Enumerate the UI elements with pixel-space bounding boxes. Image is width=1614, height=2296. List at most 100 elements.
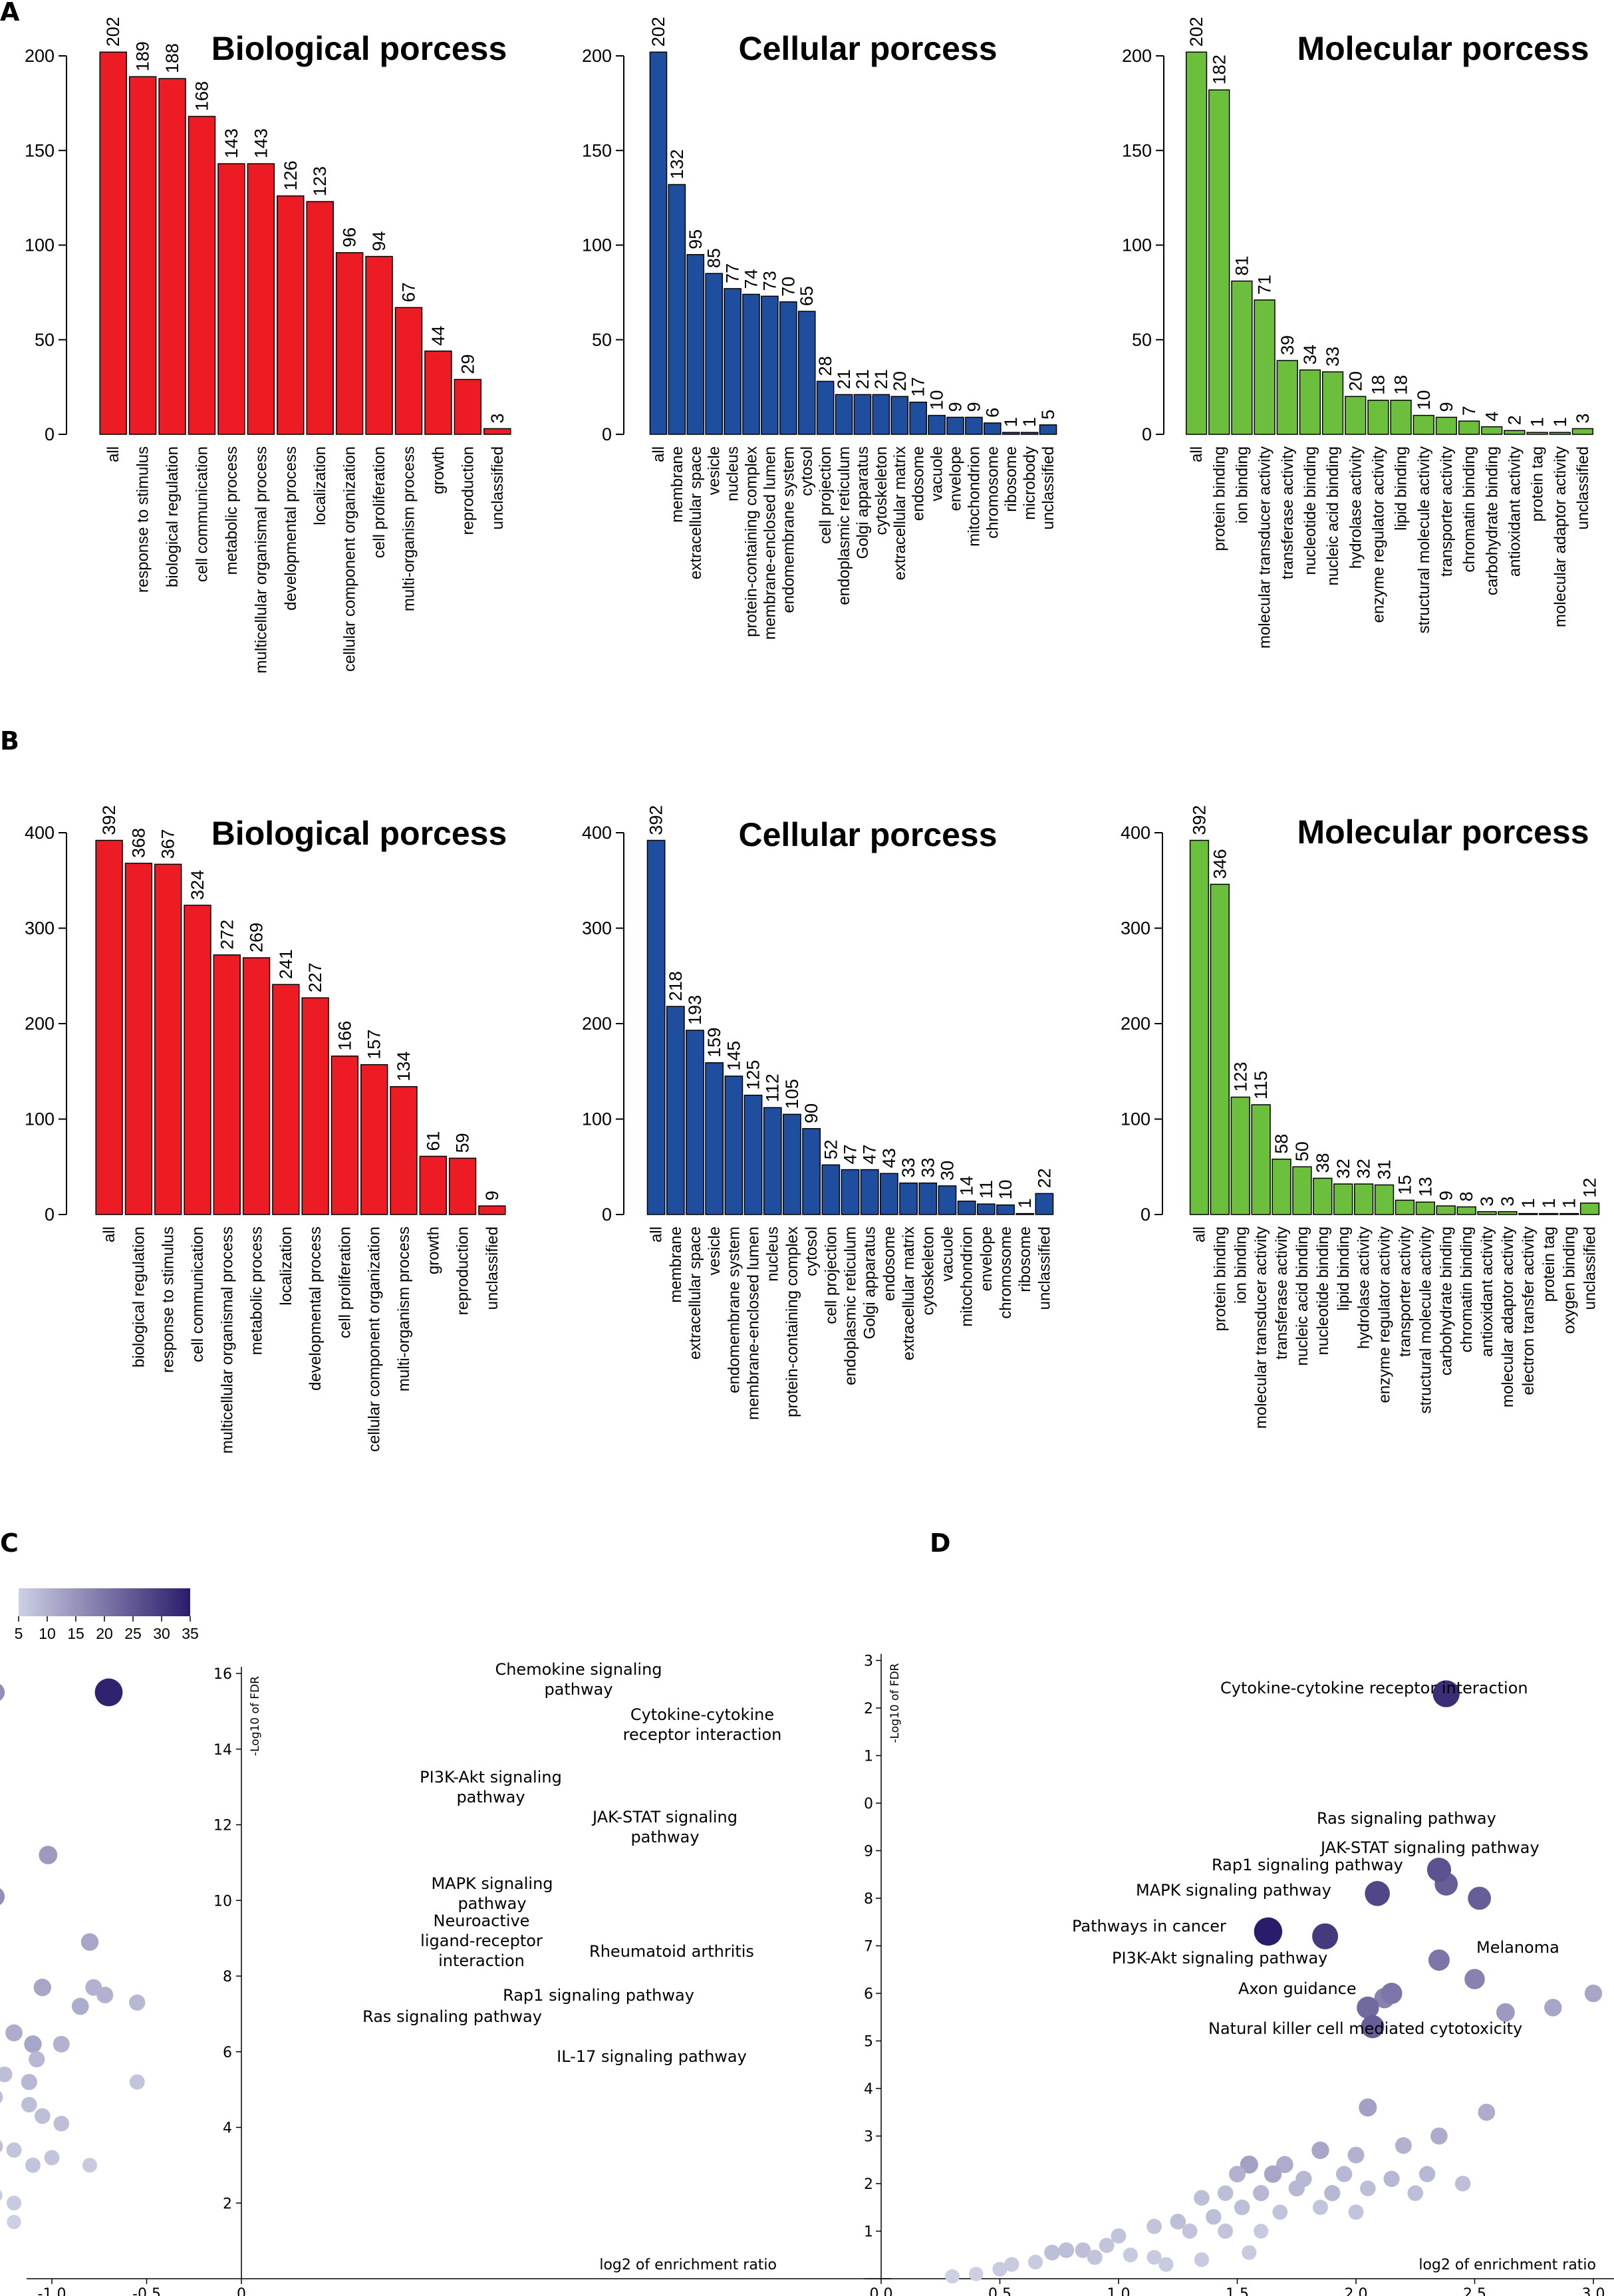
x-axis-title: log2 of enrichment ratio: [599, 2257, 777, 2273]
bar-chart-a-biological: 0 50 100 150 200 Biological porcess 202 all 189 r…: [25, 17, 511, 673]
bubble-jak-stat-signaling-pathway: [39, 1846, 58, 1864]
data-label: 52: [821, 1139, 841, 1159]
bar-unclassified: [1571, 428, 1594, 435]
bar-protein-tag: [1539, 1213, 1559, 1215]
bar-endosome: [879, 1173, 898, 1215]
data-label: 13: [1415, 1177, 1435, 1197]
category-label-all: all: [104, 446, 122, 462]
data-label: 71: [1255, 275, 1275, 295]
category-label-protein-binding: protein binding: [1210, 446, 1228, 551]
data-label: 20: [890, 371, 910, 391]
category-label-extracellular-space: extracellular space: [686, 1226, 704, 1360]
bubble: [7, 2214, 21, 2229]
y-tick-label: 0: [1141, 1205, 1150, 1224]
category-label-golgi-apparatus: Golgi apparatus: [854, 446, 872, 559]
bar-nucleotide-binding: [1299, 369, 1321, 435]
data-label: 123: [1230, 1062, 1250, 1091]
bubble-pi3k-akt-signaling-pathway: [1312, 1923, 1339, 1949]
category-label-endomembrane-system: endomembrane system: [779, 446, 797, 613]
x-tick-label: 0.5: [988, 2286, 1011, 2296]
bubble: [1170, 2214, 1186, 2229]
bubble-label-rap1-signaling-pathway: Rap1 signaling pathway: [1212, 1856, 1403, 1874]
bubble-rap1-signaling-pathway: [1426, 1858, 1452, 1882]
category-label-all: all: [650, 446, 668, 462]
category-label-developmental-process: developmental process: [282, 446, 300, 611]
bubble: [1383, 2170, 1400, 2187]
data-label: 324: [188, 870, 207, 900]
bar-carbohydrate-binding: [1481, 426, 1503, 435]
bubble-label-chemokine-signaling-pathway: pathway: [544, 1680, 612, 1699]
bar-cytoskeleton: [872, 394, 890, 435]
bar-carbohydrate-binding: [1436, 1205, 1456, 1215]
data-label: 202: [648, 17, 668, 47]
category-label-localization: localization: [311, 446, 329, 525]
data-label: 50: [1292, 1141, 1312, 1161]
bar-chart-b-cellular: 0 100 200 300 400 Cellular porcess 392 all 218 me…: [582, 805, 1054, 1419]
bar-hydrolase-activity: [1345, 396, 1367, 435]
y-tick-label: 200: [25, 1014, 55, 1034]
bar-enzyme-regulator-activity: [1367, 400, 1389, 435]
bar-localization: [272, 984, 300, 1215]
category-label-vesicle: vesicle: [706, 1226, 724, 1275]
bubble: [0, 1888, 5, 1906]
y-tick-label: 100: [1121, 1109, 1150, 1129]
data-label: 392: [1189, 805, 1209, 835]
category-label-protein-containing-complex: protein-containing complex: [743, 446, 761, 637]
bubble: [1360, 2180, 1376, 2196]
bar-golgi-apparatus: [853, 394, 872, 435]
bar-electron-transfer-activity: [1518, 1213, 1538, 1215]
bubble: [1206, 2209, 1222, 2225]
bubble: [0, 2067, 13, 2082]
bar-chromatin-binding: [1458, 420, 1480, 435]
data-label: 5: [1038, 410, 1058, 420]
chart-title: Biological porcess: [211, 30, 507, 67]
category-label-antioxidant-activity: antioxidant activity: [1506, 446, 1524, 577]
category-label-enzyme-regulator-activity: enzyme regulator activity: [1376, 1226, 1394, 1403]
data-label: 95: [686, 229, 706, 249]
bar-protein-containing-complex: [742, 293, 760, 435]
y-tick-label: 8: [865, 1891, 873, 1908]
bubble-label-cytokine-cytokine-receptor-interaction: Cytokine-cytokine: [630, 1705, 774, 1724]
category-label-extracellular-matrix: extracellular matrix: [900, 1226, 918, 1360]
data-label: 9: [1436, 402, 1456, 412]
bar-nucleic-acid-binding: [1292, 1166, 1312, 1215]
y-tick-label: 100: [1122, 235, 1152, 255]
data-label: 145: [724, 1041, 743, 1071]
bubble-label-mapk-signaling-pathway: pathway: [458, 1894, 526, 1913]
bubble: [1240, 2155, 1258, 2174]
colorbar-tick-label: 10: [39, 1625, 56, 1642]
bubble: [1544, 1999, 1562, 2017]
bar-metabolic-process: [242, 957, 271, 1215]
bubble: [1146, 2218, 1162, 2234]
category-label-cell-proliferation: cell proliferation: [336, 1226, 354, 1338]
bar-localization: [306, 201, 334, 435]
bar-mitochondrion: [957, 1201, 976, 1215]
data-label: 20: [1345, 371, 1365, 391]
bar-endomembrane-system: [779, 301, 797, 435]
data-label: 3: [1498, 1197, 1518, 1207]
category-label-envelope: envelope: [978, 1226, 996, 1291]
category-label-chromosome: chromosome: [997, 1226, 1015, 1319]
y-tick-label: 8: [223, 1969, 232, 1985]
bar-developmental-process: [301, 997, 329, 1215]
category-label-chromatin-binding: chromatin binding: [1458, 1226, 1476, 1352]
category-label-unclassified: unclassified: [489, 446, 507, 529]
bubble-label-rap1-signaling-pathway: Rap1 signaling pathway: [503, 1986, 694, 2005]
bubble: [1264, 2165, 1282, 2183]
bubble-label-neuroactive-ligand-receptor-interaction: Neuroactive: [434, 1912, 530, 1930]
data-label: 182: [1209, 55, 1229, 84]
data-label: 70: [778, 277, 798, 297]
bar-antioxidant-activity: [1504, 430, 1526, 435]
bar-antioxidant-activity: [1477, 1211, 1497, 1215]
category-label-unclassified: unclassified: [483, 1226, 501, 1310]
data-label: 39: [1278, 335, 1297, 355]
category-label-membrane: membrane: [668, 446, 686, 523]
colorbar: [19, 1588, 190, 1616]
bar-vacuole: [928, 414, 946, 435]
colorbar-tick-label: 25: [124, 1625, 142, 1642]
bubble: [1194, 2252, 1210, 2267]
y-tick-label: 5: [865, 2034, 873, 2051]
category-label-oxygen-binding: oxygen binding: [1561, 1226, 1579, 1334]
bar-unclassified: [483, 428, 511, 435]
